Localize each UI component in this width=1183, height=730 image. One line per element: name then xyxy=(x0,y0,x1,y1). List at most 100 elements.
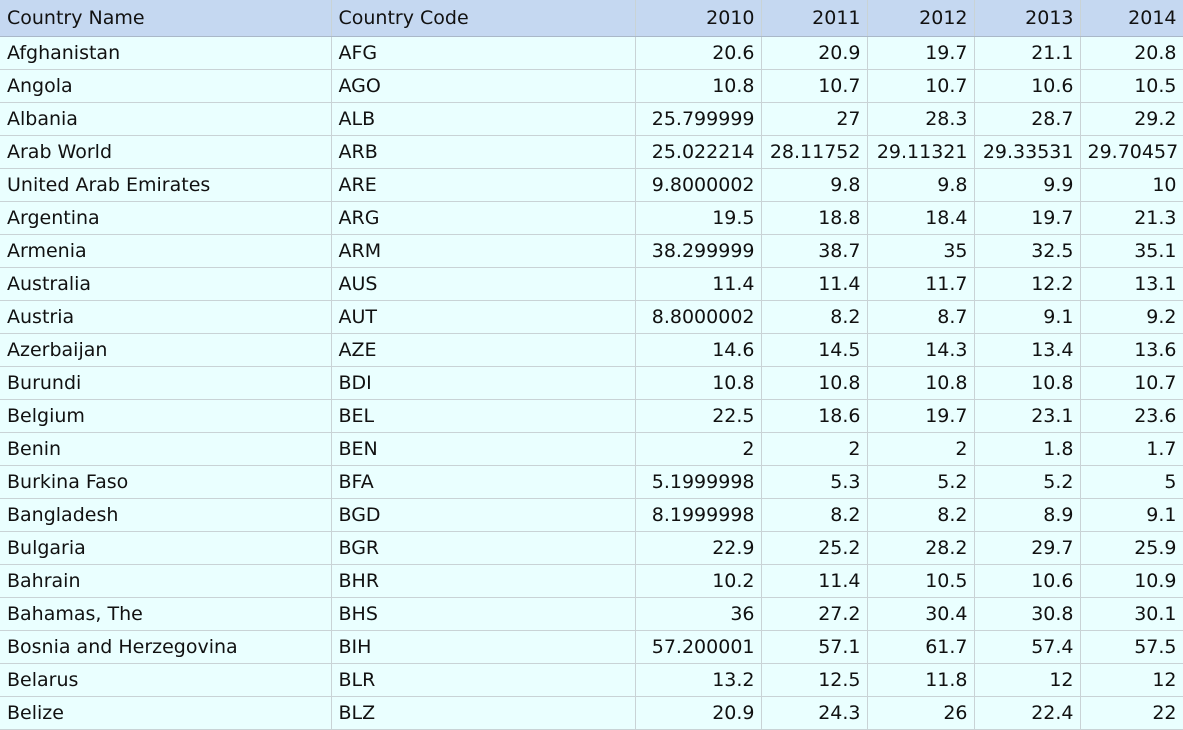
cell-country-name[interactable]: Afghanistan xyxy=(0,36,332,70)
cell-2012[interactable]: 10.5 xyxy=(867,564,975,598)
cell-country-name[interactable]: Austria xyxy=(0,300,332,334)
cell-2011[interactable]: 38.7 xyxy=(761,234,868,268)
cell-2014[interactable]: 9.2 xyxy=(1080,300,1183,334)
cell-2014[interactable]: 13.1 xyxy=(1080,267,1183,301)
cell-2010[interactable]: 25.022214 xyxy=(635,135,762,169)
cell-2011[interactable]: 14.5 xyxy=(761,333,868,367)
cell-country-name[interactable]: Angola xyxy=(0,69,332,103)
cell-country-name[interactable]: Armenia xyxy=(0,234,332,268)
cell-2011[interactable]: 24.3 xyxy=(761,696,868,730)
cell-2010[interactable]: 38.299999 xyxy=(635,234,762,268)
cell-country-code[interactable]: ARE xyxy=(331,168,636,202)
cell-country-name[interactable]: United Arab Emirates xyxy=(0,168,332,202)
cell-country-code[interactable]: BEL xyxy=(331,399,636,433)
cell-country-code[interactable]: AGO xyxy=(331,69,636,103)
cell-2014[interactable]: 30.1 xyxy=(1080,597,1183,631)
cell-2013[interactable]: 29.7 xyxy=(974,531,1081,565)
cell-country-name[interactable]: Bosnia and Herzegovina xyxy=(0,630,332,664)
cell-2013[interactable]: 57.4 xyxy=(974,630,1081,664)
cell-2014[interactable]: 10.5 xyxy=(1080,69,1183,103)
cell-country-code[interactable]: ALB xyxy=(331,102,636,136)
cell-2013[interactable]: 19.7 xyxy=(974,201,1081,235)
cell-2011[interactable]: 57.1 xyxy=(761,630,868,664)
cell-country-name[interactable]: Bangladesh xyxy=(0,498,332,532)
cell-country-code[interactable]: ARM xyxy=(331,234,636,268)
cell-2012[interactable]: 28.2 xyxy=(867,531,975,565)
cell-country-code[interactable]: ARG xyxy=(331,201,636,235)
cell-2012[interactable]: 10.8 xyxy=(867,366,975,400)
cell-2011[interactable]: 27 xyxy=(761,102,868,136)
cell-2012[interactable]: 8.7 xyxy=(867,300,975,334)
cell-2010[interactable]: 10.8 xyxy=(635,366,762,400)
cell-2014[interactable]: 10.7 xyxy=(1080,366,1183,400)
cell-country-code[interactable]: BIH xyxy=(331,630,636,664)
cell-2013[interactable]: 12.2 xyxy=(974,267,1081,301)
cell-2014[interactable]: 29.70457 xyxy=(1080,135,1183,169)
cell-country-name[interactable]: Burkina Faso xyxy=(0,465,332,499)
cell-2013[interactable]: 10.6 xyxy=(974,564,1081,598)
cell-country-name[interactable]: Benin xyxy=(0,432,332,466)
cell-2013[interactable]: 1.8 xyxy=(974,432,1081,466)
cell-2012[interactable]: 29.11321 xyxy=(867,135,975,169)
cell-2011[interactable]: 28.11752 xyxy=(761,135,868,169)
cell-country-code[interactable]: BLR xyxy=(331,663,636,697)
cell-2012[interactable]: 26 xyxy=(867,696,975,730)
cell-2010[interactable]: 22.9 xyxy=(635,531,762,565)
cell-2010[interactable]: 10.8 xyxy=(635,69,762,103)
cell-2012[interactable]: 8.2 xyxy=(867,498,975,532)
cell-2012[interactable]: 19.7 xyxy=(867,399,975,433)
cell-country-name[interactable]: Argentina xyxy=(0,201,332,235)
cell-country-code[interactable]: AUS xyxy=(331,267,636,301)
cell-country-code[interactable]: AFG xyxy=(331,36,636,70)
header-cell-2011[interactable]: 2011 xyxy=(761,0,868,37)
cell-2014[interactable]: 20.8 xyxy=(1080,36,1183,70)
cell-country-code[interactable]: AZE xyxy=(331,333,636,367)
cell-2011[interactable]: 20.9 xyxy=(761,36,868,70)
cell-2010[interactable]: 11.4 xyxy=(635,267,762,301)
header-cell-2014[interactable]: 2014 xyxy=(1080,0,1183,37)
cell-country-name[interactable]: Belize xyxy=(0,696,332,730)
cell-2014[interactable]: 13.6 xyxy=(1080,333,1183,367)
cell-2012[interactable]: 5.2 xyxy=(867,465,975,499)
cell-2011[interactable]: 11.4 xyxy=(761,564,868,598)
header-cell-2010[interactable]: 2010 xyxy=(635,0,762,37)
cell-2013[interactable]: 29.33531 xyxy=(974,135,1081,169)
cell-country-name[interactable]: Bahrain xyxy=(0,564,332,598)
cell-2012[interactable]: 11.7 xyxy=(867,267,975,301)
cell-2011[interactable]: 10.7 xyxy=(761,69,868,103)
cell-2014[interactable]: 57.5 xyxy=(1080,630,1183,664)
cell-2010[interactable]: 10.2 xyxy=(635,564,762,598)
cell-country-name[interactable]: Arab World xyxy=(0,135,332,169)
cell-2014[interactable]: 10.9 xyxy=(1080,564,1183,598)
cell-2013[interactable]: 28.7 xyxy=(974,102,1081,136)
cell-2012[interactable]: 2 xyxy=(867,432,975,466)
cell-2012[interactable]: 35 xyxy=(867,234,975,268)
cell-2011[interactable]: 25.2 xyxy=(761,531,868,565)
cell-2010[interactable]: 20.6 xyxy=(635,36,762,70)
cell-2014[interactable]: 23.6 xyxy=(1080,399,1183,433)
cell-2014[interactable]: 9.1 xyxy=(1080,498,1183,532)
cell-2010[interactable]: 22.5 xyxy=(635,399,762,433)
header-cell-2012[interactable]: 2012 xyxy=(867,0,975,37)
cell-2010[interactable]: 8.1999998 xyxy=(635,498,762,532)
cell-country-name[interactable]: Bahamas, The xyxy=(0,597,332,631)
cell-2014[interactable]: 35.1 xyxy=(1080,234,1183,268)
cell-2011[interactable]: 9.8 xyxy=(761,168,868,202)
cell-2011[interactable]: 18.6 xyxy=(761,399,868,433)
cell-2011[interactable]: 27.2 xyxy=(761,597,868,631)
cell-2013[interactable]: 9.9 xyxy=(974,168,1081,202)
cell-2010[interactable]: 25.799999 xyxy=(635,102,762,136)
cell-2014[interactable]: 12 xyxy=(1080,663,1183,697)
cell-country-code[interactable]: BFA xyxy=(331,465,636,499)
cell-2013[interactable]: 9.1 xyxy=(974,300,1081,334)
header-cell-country-name[interactable]: Country Name xyxy=(0,0,332,37)
cell-2011[interactable]: 2 xyxy=(761,432,868,466)
cell-2011[interactable]: 8.2 xyxy=(761,300,868,334)
cell-2012[interactable]: 9.8 xyxy=(867,168,975,202)
cell-2013[interactable]: 21.1 xyxy=(974,36,1081,70)
cell-country-code[interactable]: BGD xyxy=(331,498,636,532)
cell-2014[interactable]: 22 xyxy=(1080,696,1183,730)
cell-country-code[interactable]: BDI xyxy=(331,366,636,400)
cell-2013[interactable]: 13.4 xyxy=(974,333,1081,367)
cell-2012[interactable]: 28.3 xyxy=(867,102,975,136)
